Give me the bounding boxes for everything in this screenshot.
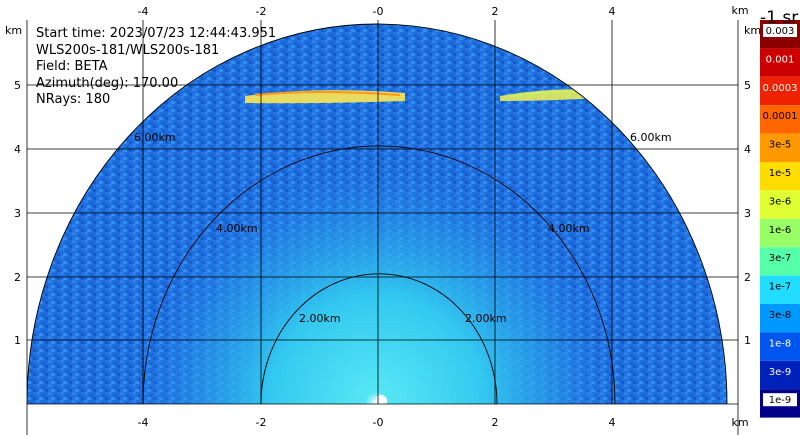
x-tick-top: 2 xyxy=(492,5,499,18)
colorbar-label: 0.003 xyxy=(766,26,795,37)
x-tick-top: -4 xyxy=(138,5,149,18)
x-tick-bottom: -0 xyxy=(373,416,384,429)
x-unit-top: km xyxy=(731,4,748,17)
y-axis-right: km 5 4 3 2 1 xyxy=(744,24,761,347)
colorbar-swatch xyxy=(760,48,800,77)
y-tick-right: 2 xyxy=(744,271,751,284)
colorbar-label: 1e-5 xyxy=(769,168,792,179)
range-ring-4km xyxy=(142,145,616,404)
y-tick-right: 4 xyxy=(744,143,751,156)
colorbar-label: 3e-6 xyxy=(769,196,792,207)
colorbar-label: 1e-7 xyxy=(769,282,792,293)
colorbar-swatch xyxy=(760,105,800,134)
y-tick-left: 1 xyxy=(14,334,21,347)
aerosol-layer xyxy=(245,89,600,104)
colorbar-label: 1e-8 xyxy=(769,338,792,349)
colorbar-label-bg xyxy=(763,393,797,407)
y-tick-right: 1 xyxy=(744,334,751,347)
colorbar-label: 3e-7 xyxy=(769,253,792,264)
x-tick-top: 4 xyxy=(609,5,616,18)
colorbar-swatch xyxy=(760,247,800,276)
colorbar-label: 1e-6 xyxy=(769,225,792,236)
nrays-text: NRays: 180 xyxy=(36,92,111,108)
x-tick-bottom: 4 xyxy=(609,416,616,429)
ring-label-6km-left: 6.00km xyxy=(134,131,176,144)
colorbar-swatch xyxy=(760,304,800,333)
grid-lines xyxy=(26,20,739,435)
start-time-text: Start time: 2023/07/23 12:44:43.951 xyxy=(36,26,277,41)
colorbar-label: 3e-5 xyxy=(769,140,792,151)
colorbar-label: 0.0001 xyxy=(763,111,798,122)
azimuth-text: Azimuth(deg): 170.00 xyxy=(36,75,179,91)
colorbar-unit: -1 sr xyxy=(760,8,799,28)
ring-label-2km-left: 2.00km xyxy=(299,312,341,325)
colorbar-swatch xyxy=(760,275,800,304)
colorbar-swatch xyxy=(760,190,800,219)
field-text: Field: BETA xyxy=(36,59,108,75)
x-unit-bottom: km xyxy=(731,416,748,429)
range-ring-6km xyxy=(27,23,728,404)
ring-label-4km-left: 4.00km xyxy=(216,222,258,235)
colorbar-label: 3e-8 xyxy=(769,310,792,321)
y-axis-left: km 5 4 3 2 1 xyxy=(5,24,22,347)
y-unit-left: km xyxy=(5,24,22,37)
x-tick-bottom: 2 xyxy=(492,416,499,429)
range-ring-2km xyxy=(260,273,498,404)
range-rings xyxy=(27,23,728,404)
x-axis-top: -4 -2 -0 2 4 km xyxy=(138,4,749,18)
instrument-text: WLS200s-181/WLS200s-181 xyxy=(36,42,220,58)
y-tick-right: 3 xyxy=(744,207,751,220)
colorbar-swatch xyxy=(760,76,800,106)
ring-label-4km-right: 4.00km xyxy=(548,222,590,235)
colorbar-label: 1e-9 xyxy=(769,395,792,406)
y-tick-left: 2 xyxy=(14,271,21,284)
y-tick-right: 5 xyxy=(744,79,751,92)
ring-label-6km-right: 6.00km xyxy=(630,131,672,144)
colorbar-label: 0.0003 xyxy=(763,83,798,94)
y-tick-left: 5 xyxy=(14,79,21,92)
y-unit-right: km xyxy=(744,24,761,37)
x-tick-bottom: -4 xyxy=(138,416,149,429)
colorbar-label-bg xyxy=(763,24,797,37)
colorbar: 0.003 0.001 0.0003 0.0001 3e-5 1e-5 3e-6 1e-6 3e… xyxy=(760,20,800,418)
scan-info: Start time: 2023/07/23 12:44:43.951 WLS2… xyxy=(36,26,276,109)
ring-label-2km-right: 2.00km xyxy=(465,312,507,325)
colorbar-swatch xyxy=(760,133,800,162)
colorbar-label: 3e-9 xyxy=(769,367,792,378)
x-tick-top: -2 xyxy=(256,5,267,18)
colorbar-swatch xyxy=(760,360,800,390)
x-tick-top: -0 xyxy=(373,5,384,18)
colorbar-label: 0.001 xyxy=(766,54,795,65)
y-tick-left: 3 xyxy=(14,207,21,220)
x-tick-bottom: -2 xyxy=(256,416,267,429)
colorbar-swatch xyxy=(760,162,800,191)
colorbar-swatch xyxy=(760,218,800,248)
y-tick-left: 4 xyxy=(14,143,21,156)
x-axis-bottom: -4 -2 -0 2 4 km xyxy=(138,416,749,429)
colorbar-swatch xyxy=(760,332,800,361)
